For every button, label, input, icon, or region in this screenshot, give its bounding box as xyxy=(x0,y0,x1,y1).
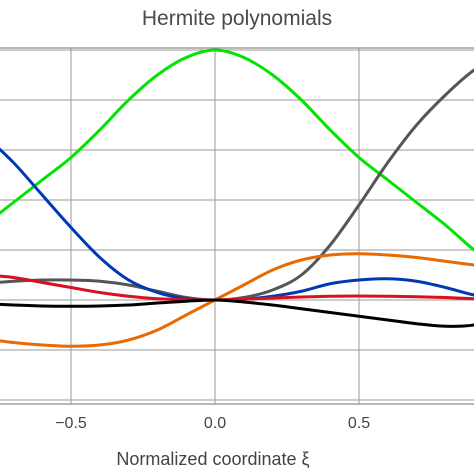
x-tick-label-1: 0.0 xyxy=(204,415,226,432)
series-line-0 xyxy=(0,48,474,252)
series-line-5 xyxy=(0,298,474,328)
series-lines xyxy=(0,48,474,348)
x-axis-label: Normalized coordinate ξ xyxy=(116,449,309,469)
chart-title: Hermite polynomials xyxy=(142,7,332,30)
x-tick-label-0: −0.5 xyxy=(55,415,87,432)
plot-frame xyxy=(0,47,474,405)
x-tick-label-2: 0.5 xyxy=(348,415,370,432)
x-tick-labels: −0.5 0.0 0.5 xyxy=(55,415,370,432)
